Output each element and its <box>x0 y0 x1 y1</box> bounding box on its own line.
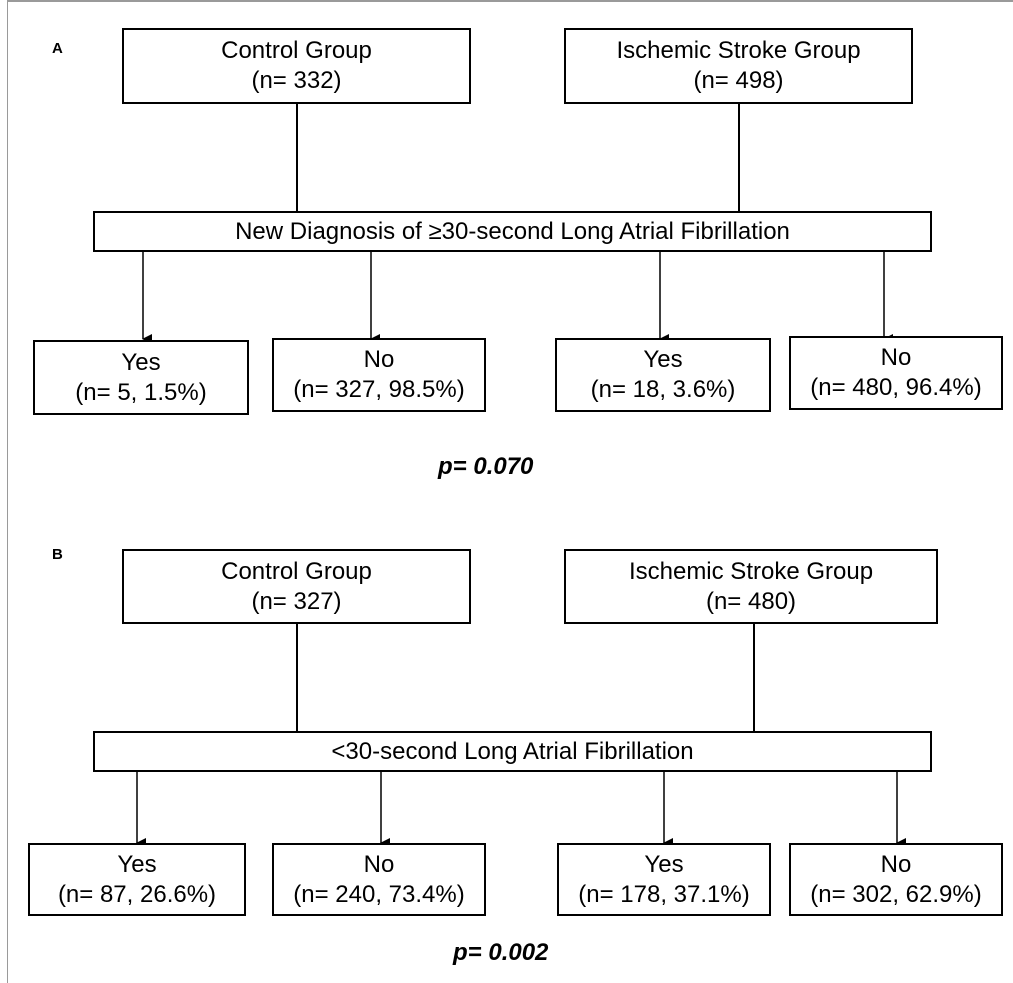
panel-b-outcome-2-box: No (n= 240, 73.4%) <box>272 843 486 916</box>
frame-top-border <box>0 0 1013 2</box>
panel-a-outcome-1-detail: (n= 5, 1.5%) <box>75 378 207 406</box>
panel-b-stroke-group-n: (n= 480) <box>705 587 797 615</box>
panel-b-control-group-name: Control Group <box>221 557 372 585</box>
panel-b-outcome-3-answer: Yes <box>644 850 684 878</box>
panel-a-control-group-n: (n= 332) <box>251 67 342 94</box>
panel-b-p-value: p= 0.002 <box>453 939 549 966</box>
panel-a-outcome-1-answer: Yes <box>121 348 161 376</box>
panel-b-control-group-box: Control Group (n= 327) <box>122 549 471 624</box>
panel-b-diagnosis-box: <30-second Long Atrial Fibrillation <box>93 731 932 772</box>
panel-a-stroke-group-box: Ischemic Stroke Group (n= 498) <box>564 28 913 104</box>
panel-b-outcome-1-box: Yes (n= 87, 26.6%) <box>28 843 246 916</box>
panel-a-diagnosis-box: New Diagnosis of ≥30-second Long Atrial … <box>93 211 932 252</box>
panel-b-control-group-n: (n= 327) <box>251 587 342 615</box>
panel-a-outcome-2-answer: No <box>363 346 395 373</box>
panel-a-outcome-3-answer: Yes <box>643 346 683 373</box>
panel-a-control-group-box: Control Group (n= 332) <box>122 28 471 104</box>
panel-a-outcome-4-answer: No <box>880 344 912 371</box>
panel-a-outcome-3-detail: (n= 18, 3.6%) <box>590 376 736 403</box>
panel-b-diagnosis-text: <30-second Long Atrial Fibrillation <box>331 737 694 765</box>
frame-left-border <box>0 0 8 983</box>
panel-a-stroke-group-name: Ischemic Stroke Group <box>616 37 861 64</box>
panel-b-outcome-2-detail: (n= 240, 73.4%) <box>293 880 465 908</box>
panel-a-p-value: p= 0.070 <box>438 453 534 480</box>
panel-b-outcome-4-answer: No <box>880 850 912 878</box>
panel-a-outcome-1-box: Yes (n= 5, 1.5%) <box>33 340 249 415</box>
panel-a-control-group-name: Control Group <box>221 37 372 64</box>
panel-a-outcome-3-box: Yes (n= 18, 3.6%) <box>555 338 771 412</box>
panel-b-outcome-3-box: Yes (n= 178, 37.1%) <box>557 843 771 916</box>
panel-a-outcome-4-detail: (n= 480, 96.4%) <box>810 374 982 401</box>
panel-b-stroke-group-name: Ischemic Stroke Group <box>628 557 874 585</box>
panel-a-outcome-2-box: No (n= 327, 98.5%) <box>272 338 486 412</box>
panel-a-outcome-2-detail: (n= 327, 98.5%) <box>293 376 465 403</box>
panel-a-stroke-group-n: (n= 498) <box>693 67 784 94</box>
panel-b-label: B <box>52 546 63 563</box>
panel-b-stroke-group-box: Ischemic Stroke Group (n= 480) <box>564 549 938 624</box>
panel-a-diagnosis-text: New Diagnosis of ≥30-second Long Atrial … <box>235 217 790 245</box>
panel-a-label: A <box>52 40 63 57</box>
panel-b-outcome-4-box: No (n= 302, 62.9%) <box>789 843 1003 916</box>
panel-b-outcome-1-detail: (n= 87, 26.6%) <box>57 880 217 908</box>
panel-b-outcome-2-answer: No <box>363 850 395 878</box>
panel-b-outcome-4-detail: (n= 302, 62.9%) <box>810 880 982 908</box>
panel-a-outcome-4-box: No (n= 480, 96.4%) <box>789 336 1003 410</box>
panel-b-outcome-1-answer: Yes <box>117 850 157 878</box>
panel-b-outcome-3-detail: (n= 178, 37.1%) <box>578 880 750 908</box>
